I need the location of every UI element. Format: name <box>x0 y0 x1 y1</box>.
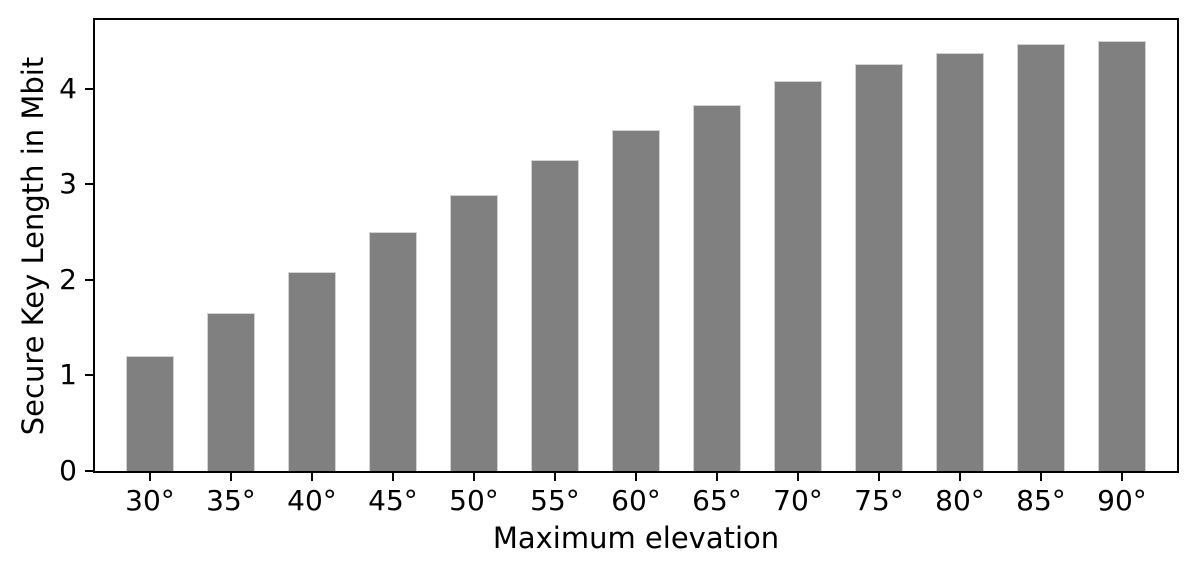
x-tick <box>311 473 313 481</box>
y-tick-label: 1 <box>59 358 77 392</box>
x-tick <box>635 473 637 481</box>
x-tick <box>554 473 556 481</box>
y-tick <box>85 87 93 90</box>
bar <box>369 232 417 471</box>
x-tick-label: 85° <box>1016 484 1066 517</box>
x-tick-label: 90° <box>1097 484 1147 517</box>
bars-container <box>95 20 1177 471</box>
y-tick-label: 3 <box>59 167 77 201</box>
x-tick <box>797 473 799 481</box>
x-tick-label: 50° <box>449 484 499 517</box>
x-tick-label: 55° <box>530 484 580 517</box>
bar <box>612 129 660 471</box>
y-tick-label: 2 <box>59 262 77 296</box>
x-tick-label: 40° <box>287 484 337 517</box>
bar <box>693 105 741 471</box>
x-tick <box>959 473 961 481</box>
x-tick-label: 80° <box>935 484 985 517</box>
y-tick <box>85 183 93 186</box>
x-tick <box>473 473 475 481</box>
x-tick-label: 45° <box>368 484 418 517</box>
y-tick <box>85 374 93 377</box>
x-tick-label: 75° <box>854 484 904 517</box>
x-tick-label: 70° <box>773 484 823 517</box>
bar <box>855 63 903 471</box>
y-tick-label: 0 <box>59 454 77 487</box>
x-tick-label: 65° <box>692 484 742 517</box>
bar <box>126 356 174 471</box>
x-tick <box>230 473 232 481</box>
bar <box>450 194 498 471</box>
x-tick <box>149 473 151 481</box>
bar <box>288 272 336 471</box>
plot-area <box>93 18 1179 473</box>
x-axis-label: Maximum elevation <box>492 521 780 555</box>
bar <box>207 313 255 471</box>
x-tick <box>1121 473 1123 481</box>
y-tick-label: 4 <box>59 71 77 105</box>
x-tick-label: 35° <box>206 484 256 517</box>
bar <box>1098 41 1146 471</box>
bar <box>1017 43 1065 471</box>
x-tick-label: 30° <box>125 484 175 517</box>
x-tick <box>1040 473 1042 481</box>
bar <box>936 52 984 471</box>
x-tick <box>716 473 718 481</box>
bar <box>774 81 822 471</box>
y-tick <box>85 470 93 472</box>
x-tick <box>878 473 880 481</box>
x-tick-label: 60° <box>611 484 661 517</box>
bar <box>531 160 579 471</box>
y-tick <box>85 278 93 281</box>
x-tick <box>392 473 394 481</box>
